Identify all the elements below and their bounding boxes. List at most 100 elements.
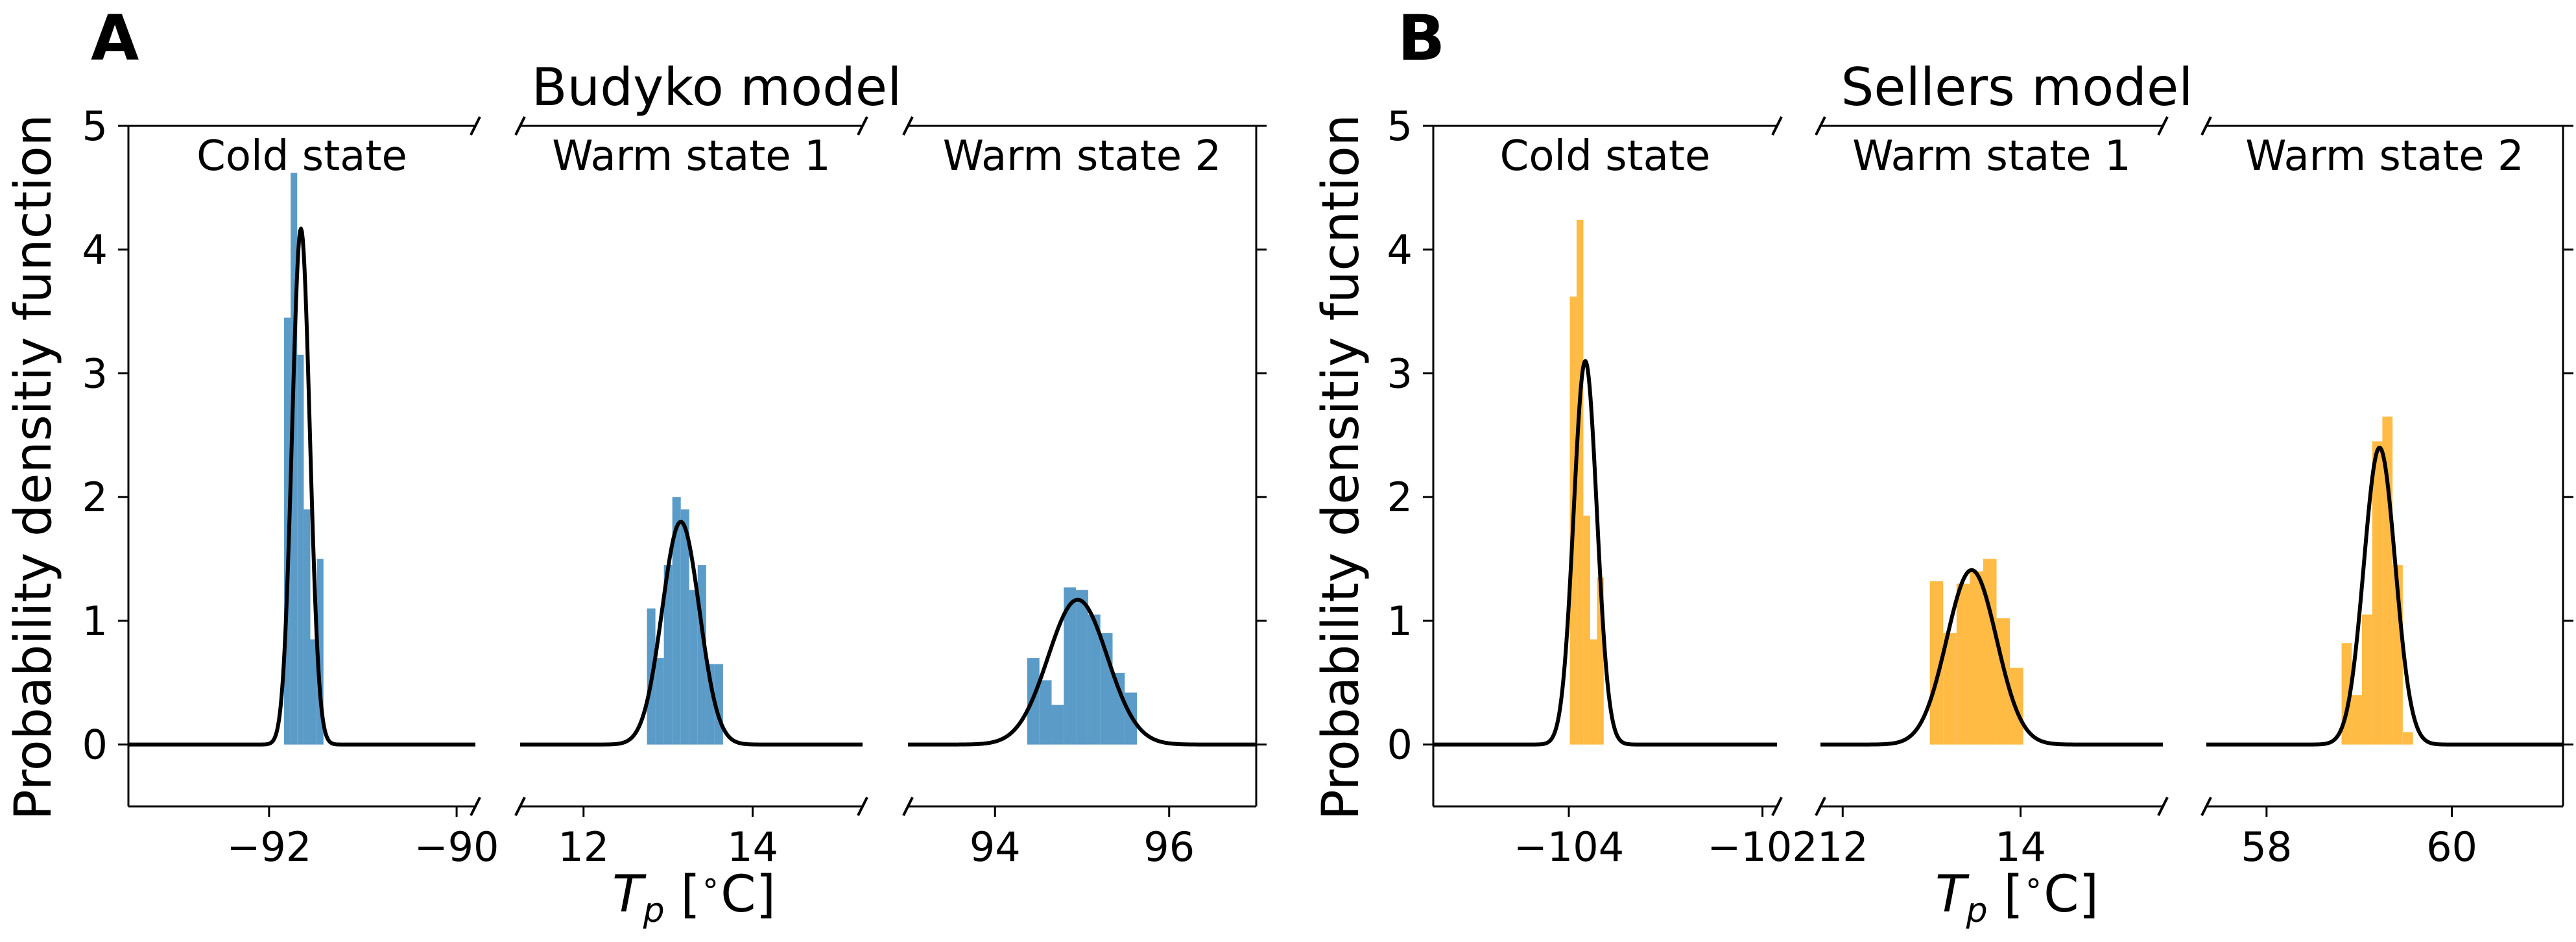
histogram-bar [1983,559,1997,745]
axis-break-mark [902,116,914,136]
x-tick-label: −102 [1707,823,1817,871]
histogram-bar [1064,587,1077,745]
fit-curve [2205,445,2564,747]
y-tick-label: 0 [82,721,108,769]
x-tick-label: 14 [727,823,778,871]
x-tick-label: −90 [414,823,499,871]
panel-b-subplot-1: −104 −102 0 1 2 3 4 5 Cold state [1387,103,1818,871]
axis-break-mark [470,797,481,816]
x-tick-label: −104 [1514,823,1624,871]
axis-break-mark [2157,116,2169,136]
panel-a-y-axis-label: Probability densitiy function [5,114,63,820]
state-label: Warm state 1 [552,132,830,180]
panel-b-letter: B [1398,2,1445,75]
axis-break-mark [857,797,868,816]
y-tick-label: 2 [1387,474,1413,521]
histogram-bar [2372,441,2383,745]
axis-break-mark [857,116,868,136]
histogram-bar [1583,515,1590,745]
histogram-bar [1956,583,1970,745]
panel-b-x-axis-label: Tp [∘C] [1935,863,2099,930]
histogram-bar [310,639,317,745]
panel-b: B Sellers model Probability densitiy fuc… [1312,2,2573,930]
axis-break-mark [2200,116,2212,136]
fit-curve [1819,568,2164,747]
panel-a-letter: A [91,2,139,75]
axis-break-mark [1815,797,1826,816]
state-label: Warm state 2 [943,132,1221,180]
x-tick-label: 12 [558,823,609,871]
histogram-bar [672,497,681,745]
y-tick-label: 4 [1387,226,1413,274]
histogram-bar [1929,581,1944,745]
x-tick-label: −92 [226,823,311,871]
panel-a-subplot-2: 12 14 Warm state 1 [514,116,868,871]
y-tick-label: 4 [82,226,108,274]
histogram-bar [663,565,673,745]
y-tick-label: 3 [1387,350,1413,397]
histogram-bar [316,559,324,745]
fit-curve [127,226,477,747]
x-tick-label: 58 [2241,823,2292,871]
panel-b-y-axis-label: Probability densitiy fucntion [1312,114,1370,820]
fit-curve [519,520,864,747]
y-tick-label: 2 [82,474,108,521]
axis-break-mark [514,116,526,136]
y-tick-label: 5 [82,103,108,150]
x-tick-label: 94 [970,823,1021,871]
y-tick-label: 5 [1387,103,1413,150]
y-tick-label: 1 [82,598,108,645]
x-tick-label: 96 [1143,823,1195,871]
histogram-bar [291,173,298,745]
x-tick-label: 14 [1995,823,2046,871]
panel-a-subplot-1: −92 −90 0 1 2 3 4 5 Cold state [82,103,499,871]
axis-break-mark [1771,797,1783,816]
histogram-bar [304,509,311,745]
histogram-bar [1088,614,1101,745]
histogram-bar [2402,732,2413,745]
histogram-bar [297,354,304,745]
y-tick-label: 0 [1387,721,1413,769]
panel-b-subplot-2: 12 14 Warm state 1 [1815,116,2169,871]
histogram-bar [1039,680,1052,745]
histogram-bar [680,509,689,745]
histogram-bar [1590,639,1597,745]
panel-b-title: Sellers model [1841,57,2193,117]
fit-curve [907,598,1258,747]
axis-break-mark [514,797,526,816]
panel-b-subplot-3: 58 60 Warm state 2 [2200,116,2573,871]
state-label: Warm state 2 [2245,132,2523,180]
axis-break-mark [2157,797,2169,816]
state-label: Warm state 1 [1852,132,2130,180]
y-tick-label: 3 [82,350,108,397]
axis-break-mark [1771,116,1783,136]
histogram-bar [1597,577,1604,745]
fit-curve [1432,359,1778,747]
panel-a-x-axis-label: Tp [∘C] [612,863,776,930]
histogram-bar [689,590,698,745]
histogram-bar [655,658,664,745]
y-tick-label: 1 [1387,598,1413,645]
histogram-bar [2352,695,2362,745]
histogram-bar [1051,705,1064,745]
axis-break-mark [2200,797,2212,816]
histogram-bar [1112,673,1125,745]
axis-break-mark [470,116,481,136]
state-label: Cold state [1500,132,1711,180]
panel-a-subplot-3: 94 96 Warm state 2 [902,116,1267,871]
axis-break-mark [1815,116,1826,136]
histogram-bar [1076,590,1088,745]
histogram-bar [2362,614,2372,745]
panel-a: A Budyko model Probability densitiy func… [5,2,1267,930]
axis-break-mark [902,797,914,816]
histogram-bar [1943,633,1957,745]
histogram-bar [1576,219,1584,745]
state-label: Cold state [197,132,407,180]
x-tick-label: 12 [1817,823,1868,871]
histogram-bar [1970,571,1983,745]
x-tick-label: 60 [2426,823,2477,871]
